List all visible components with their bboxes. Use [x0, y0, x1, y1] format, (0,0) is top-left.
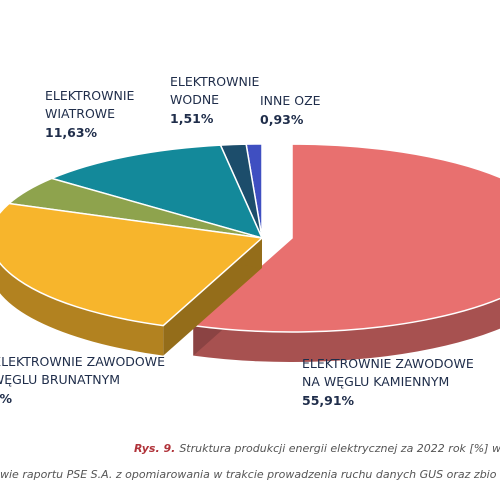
value-label: 25,07%: [0, 391, 12, 406]
category-label: ELEKTROWNIE ZAWODOWE NA WĘGLU KAMIENNYM: [302, 356, 474, 389]
slice-side: [0, 263, 164, 356]
category-label: ELEKTROWNIE WODNE: [170, 74, 260, 107]
source: wie raportu PSE S.A. z opomiarowania w t…: [0, 468, 497, 481]
caption: Rys. 9. Struktura produkcji energii elekt…: [134, 442, 500, 455]
caption-label: Rys. 9.: [134, 442, 175, 455]
pie: [0, 143, 500, 362]
value-label: 0,93%: [260, 112, 304, 127]
value-label: 1,51%: [170, 111, 214, 126]
slice: [49, 144, 264, 240]
category-label: ELEKTROWNIE WIATROWE: [45, 88, 135, 121]
slice: [0, 202, 264, 327]
value-label: 11,63%: [45, 125, 98, 140]
value-label: 55,91%: [302, 393, 355, 408]
slice: [191, 143, 500, 333]
category-label: INNE OZE: [260, 93, 321, 108]
caption-text: Struktura produkcji energii elektrycznej…: [179, 442, 500, 455]
slice-cut: [163, 238, 262, 356]
